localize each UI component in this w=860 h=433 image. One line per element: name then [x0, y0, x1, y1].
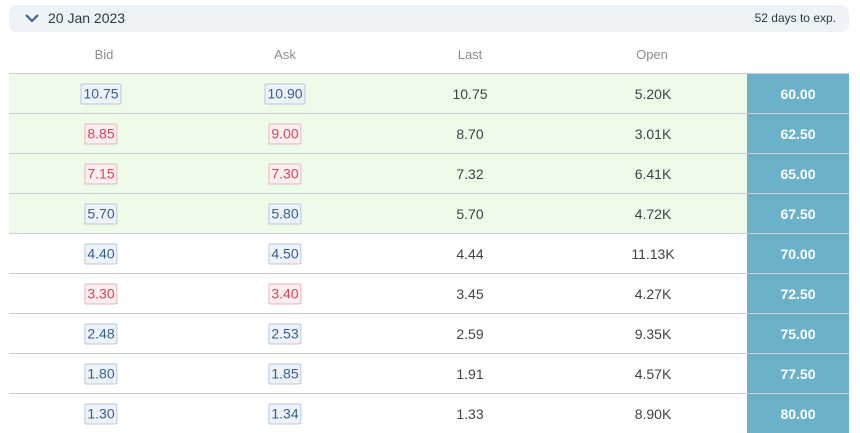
last-price: 10.75	[452, 85, 488, 102]
open-interest: 9.35K	[634, 325, 672, 342]
strike-price[interactable]: 67.50	[747, 194, 849, 233]
bid-price[interactable]: 3.30	[84, 283, 118, 304]
strike-price[interactable]: 70.00	[747, 234, 849, 273]
ask-price-cell: 9.00	[268, 123, 302, 144]
bid-price-cell: 1.80	[84, 363, 118, 384]
bid-price[interactable]: 5.70	[84, 203, 118, 224]
expiry-date: 20 Jan 2023	[48, 10, 126, 26]
column-header-bid: Bid	[94, 47, 114, 62]
strike-price[interactable]: 75.00	[747, 314, 849, 353]
expiry-header[interactable]: 20 Jan 2023 52 days to exp.	[9, 5, 849, 32]
ask-price[interactable]: 9.00	[268, 123, 302, 144]
last-price: 2.59	[456, 325, 484, 342]
ask-price-cell: 3.40	[268, 283, 302, 304]
open-interest: 3.01K	[634, 125, 672, 142]
last-price: 1.91	[456, 365, 484, 382]
open-interest: 5.20K	[634, 85, 672, 102]
strike-price[interactable]: 65.00	[747, 154, 849, 193]
strike-price[interactable]: 77.50	[747, 354, 849, 393]
bid-price[interactable]: 1.30	[84, 403, 118, 424]
open-interest: 11.13K	[631, 245, 675, 262]
last-price: 7.32	[456, 165, 484, 182]
ask-price[interactable]: 1.85	[268, 363, 302, 384]
table-row[interactable]: 1.30 1.34 1.33 8.90K 80.00	[9, 393, 849, 433]
table-row[interactable]: 1.80 1.85 1.91 4.57K 77.50	[9, 353, 849, 393]
table-row[interactable]: 7.15 7.30 7.32 6.41K 65.00	[9, 153, 849, 193]
days-to-expiry: 52 days to exp.	[754, 11, 836, 25]
bid-price-cell: 1.30	[84, 403, 118, 424]
table-row[interactable]: 5.70 5.80 5.70 4.72K 67.50	[9, 193, 849, 233]
ask-price[interactable]: 4.50	[268, 243, 302, 264]
table-row[interactable]: 3.30 3.40 3.45 4.27K 72.50	[9, 273, 849, 313]
ask-price[interactable]: 10.90	[264, 83, 306, 104]
open-interest: 4.27K	[634, 285, 672, 302]
bid-price-cell: 3.30	[84, 283, 118, 304]
ask-price[interactable]: 7.30	[268, 163, 302, 184]
bid-price[interactable]: 4.40	[84, 243, 118, 264]
ask-price-cell: 4.50	[268, 243, 302, 264]
open-interest: 4.57K	[634, 365, 672, 382]
bid-price[interactable]: 10.75	[80, 83, 122, 104]
last-price: 5.70	[456, 205, 484, 222]
ask-price-cell: 1.34	[268, 403, 302, 424]
ask-price-cell: 10.90	[264, 83, 306, 104]
bid-price-cell: 8.85	[84, 123, 118, 144]
table-row[interactable]: 10.75 10.90 10.75 5.20K 60.00	[9, 73, 849, 113]
strike-price[interactable]: 72.50	[747, 274, 849, 313]
bid-price[interactable]: 2.48	[84, 323, 118, 344]
open-interest: 6.41K	[634, 165, 672, 182]
ask-price[interactable]: 1.34	[268, 403, 302, 424]
table-row[interactable]: 2.48 2.53 2.59 9.35K 75.00	[9, 313, 849, 353]
chevron-down-icon[interactable]	[24, 11, 40, 25]
bid-price-cell: 7.15	[84, 163, 118, 184]
bid-price[interactable]: 8.85	[84, 123, 118, 144]
ask-price-cell: 7.30	[268, 163, 302, 184]
last-price: 8.70	[456, 125, 484, 142]
bid-price-cell: 10.75	[80, 83, 122, 104]
ask-price-cell: 5.80	[268, 203, 302, 224]
ask-price-cell: 1.85	[268, 363, 302, 384]
open-interest: 4.72K	[634, 205, 672, 222]
bid-price[interactable]: 7.15	[84, 163, 118, 184]
last-price: 1.33	[456, 405, 484, 422]
column-header-open: Open	[636, 47, 668, 62]
ask-price[interactable]: 5.80	[268, 203, 302, 224]
ask-price[interactable]: 3.40	[268, 283, 302, 304]
bid-price-cell: 5.70	[84, 203, 118, 224]
bid-price[interactable]: 1.80	[84, 363, 118, 384]
ask-price[interactable]: 2.53	[268, 323, 302, 344]
ask-price-cell: 2.53	[268, 323, 302, 344]
table-row[interactable]: 4.40 4.50 4.44 11.13K 70.00	[9, 233, 849, 273]
bid-price-cell: 2.48	[84, 323, 118, 344]
bid-price-cell: 4.40	[84, 243, 118, 264]
last-price: 4.44	[456, 245, 484, 262]
strike-price[interactable]: 62.50	[747, 114, 849, 153]
column-header-last: Last	[457, 47, 483, 62]
open-interest: 8.90K	[634, 405, 672, 422]
strike-price[interactable]: 60.00	[747, 74, 849, 113]
last-price: 3.45	[456, 285, 484, 302]
table-row[interactable]: 8.85 9.00 8.70 3.01K 62.50	[9, 113, 849, 153]
option-chain-table: 10.75 10.90 10.75 5.20K 60.00 8.85 9.00 8.70 3.0…	[9, 73, 849, 433]
column-header-ask: Ask	[274, 47, 296, 62]
strike-price[interactable]: 80.00	[747, 394, 849, 433]
